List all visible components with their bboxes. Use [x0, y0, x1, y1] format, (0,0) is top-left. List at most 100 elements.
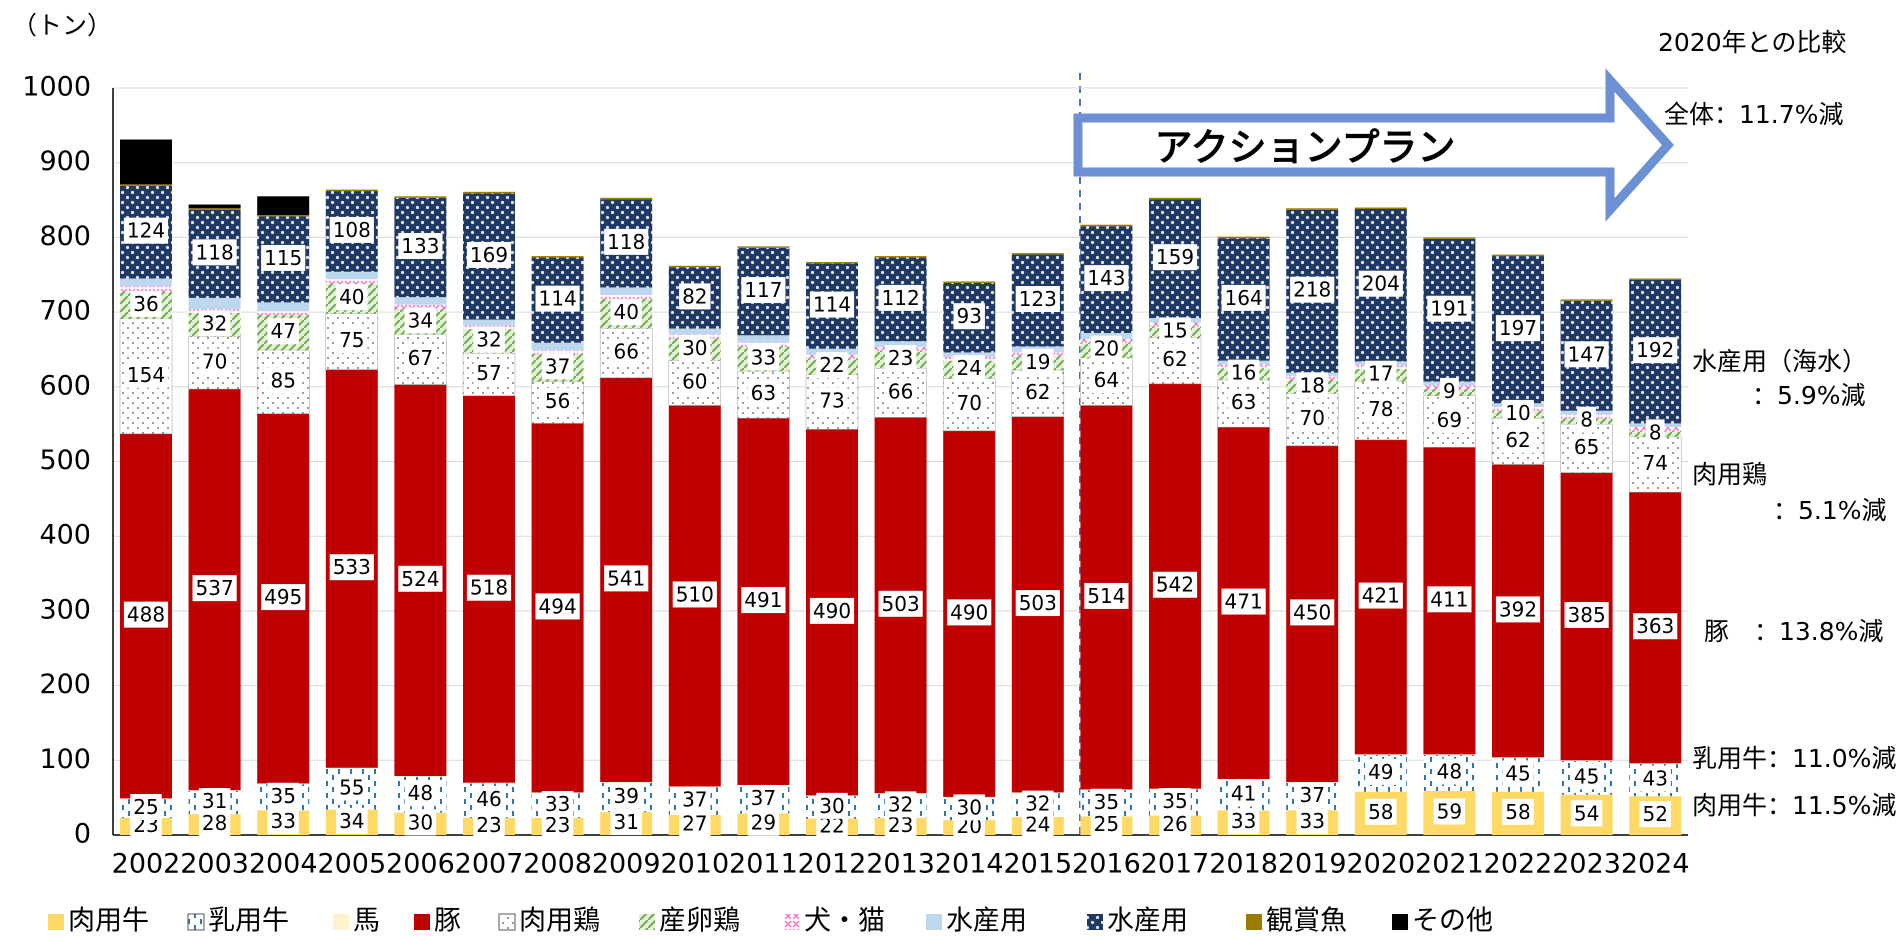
data-label-box — [1440, 377, 1459, 404]
data-label-box — [610, 338, 642, 365]
legend-swatch — [333, 914, 349, 930]
data-label-box — [329, 216, 374, 243]
x-tick-label: 2005 — [317, 849, 386, 880]
bar-segment — [394, 775, 447, 777]
data-label-box — [473, 786, 505, 813]
data-label: 33 — [545, 792, 570, 816]
bar-segment — [120, 278, 172, 286]
x-tick-label: 2011 — [729, 849, 798, 880]
data-label: 73 — [819, 389, 844, 413]
bar-segment — [188, 208, 241, 210]
data-label: 191 — [1430, 297, 1468, 321]
data-label: 69 — [1437, 408, 1462, 432]
x-tick-label: 2012 — [798, 849, 867, 880]
data-label: 518 — [470, 576, 508, 600]
bar-segment — [463, 782, 515, 784]
data-label-box — [198, 348, 231, 375]
data-label: 490 — [950, 600, 988, 624]
data-label-box — [267, 808, 299, 835]
data-label: 70 — [956, 391, 981, 415]
data-label-box — [1639, 801, 1671, 828]
data-label-box — [261, 584, 306, 611]
bar-segment — [1629, 278, 1682, 280]
bar-segment — [1354, 754, 1407, 756]
bar-segment — [257, 302, 310, 312]
legend-label: 水産用 — [946, 906, 1027, 937]
data-label-box — [541, 353, 574, 380]
data-label: 74 — [1642, 451, 1667, 475]
data-label-box — [1495, 315, 1541, 342]
y-tick-label: 900 — [39, 146, 91, 177]
data-label: 85 — [270, 368, 295, 392]
bar-segment — [188, 204, 241, 209]
bar-segment — [531, 350, 584, 354]
data-label-box — [1090, 335, 1123, 362]
data-label: 8 — [1580, 408, 1593, 432]
data-label-box — [1639, 765, 1671, 792]
data-label-box — [404, 345, 437, 372]
data-label: 55 — [339, 776, 364, 800]
data-label: 16 — [1231, 361, 1256, 385]
data-label-box — [1633, 337, 1678, 364]
data-label-box — [466, 574, 512, 601]
y-tick-label: 300 — [39, 594, 91, 625]
data-label-box — [1502, 760, 1534, 787]
data-label-box — [1090, 367, 1123, 394]
x-tick-label: 2017 — [1141, 849, 1210, 880]
data-label: 114 — [539, 287, 577, 311]
data-label: 58 — [1505, 800, 1530, 824]
data-label: 37 — [545, 354, 570, 378]
data-label: 48 — [1437, 759, 1462, 783]
data-label: 392 — [1499, 597, 1537, 621]
data-label-box — [267, 782, 299, 809]
bar-segment — [120, 184, 172, 186]
data-label: 192 — [1636, 338, 1674, 362]
data-label-box — [1495, 596, 1541, 623]
data-label: 93 — [956, 304, 981, 328]
data-label-box — [947, 599, 992, 626]
data-label: 33 — [751, 345, 776, 369]
legend-label: 乳用牛 — [208, 906, 289, 937]
legend-swatch — [187, 913, 205, 931]
data-label: 123 — [1019, 287, 1057, 311]
data-label-box — [404, 307, 437, 334]
data-label-box — [398, 565, 443, 592]
x-tick-label: 2008 — [523, 849, 592, 880]
data-label-box — [610, 808, 642, 835]
legend-swatch — [1246, 914, 1262, 930]
data-label: 32 — [1025, 792, 1050, 816]
data-label-box — [1227, 389, 1260, 416]
data-label-box — [473, 811, 505, 838]
data-label-box — [404, 780, 437, 807]
data-label: 25 — [1094, 812, 1119, 836]
bar-segment — [1560, 760, 1613, 762]
x-tick-label: 2003 — [180, 849, 249, 880]
x-tick-label: 2020 — [1346, 849, 1415, 880]
data-label-box — [809, 597, 855, 624]
data-label: 124 — [127, 219, 165, 243]
data-label-box — [679, 786, 711, 813]
data-label-box — [672, 581, 717, 608]
data-label: 60 — [682, 370, 707, 394]
bar-segment — [737, 246, 790, 248]
legend-label: 犬・猫 — [804, 906, 885, 937]
y-tick-label: 400 — [39, 520, 91, 551]
data-label-box — [1502, 798, 1534, 825]
y-tick-label: 1000 — [22, 72, 91, 103]
x-tick-label: 2023 — [1552, 849, 1621, 880]
data-label: 31 — [202, 789, 227, 813]
data-label-box — [1159, 346, 1191, 373]
legend-label: 肉用牛 — [68, 906, 149, 937]
y-tick-label: 800 — [39, 221, 91, 252]
data-label: 450 — [1293, 600, 1331, 624]
data-label: 169 — [470, 243, 508, 267]
data-label: 490 — [813, 599, 851, 623]
data-label-box — [1570, 763, 1603, 790]
data-label-box — [1427, 295, 1472, 322]
data-label: 26 — [1162, 812, 1187, 836]
data-label-box — [679, 368, 711, 395]
data-label: 62 — [1162, 347, 1187, 371]
legend-label: 肉用鶏 — [519, 906, 600, 937]
data-label-box — [816, 352, 848, 379]
